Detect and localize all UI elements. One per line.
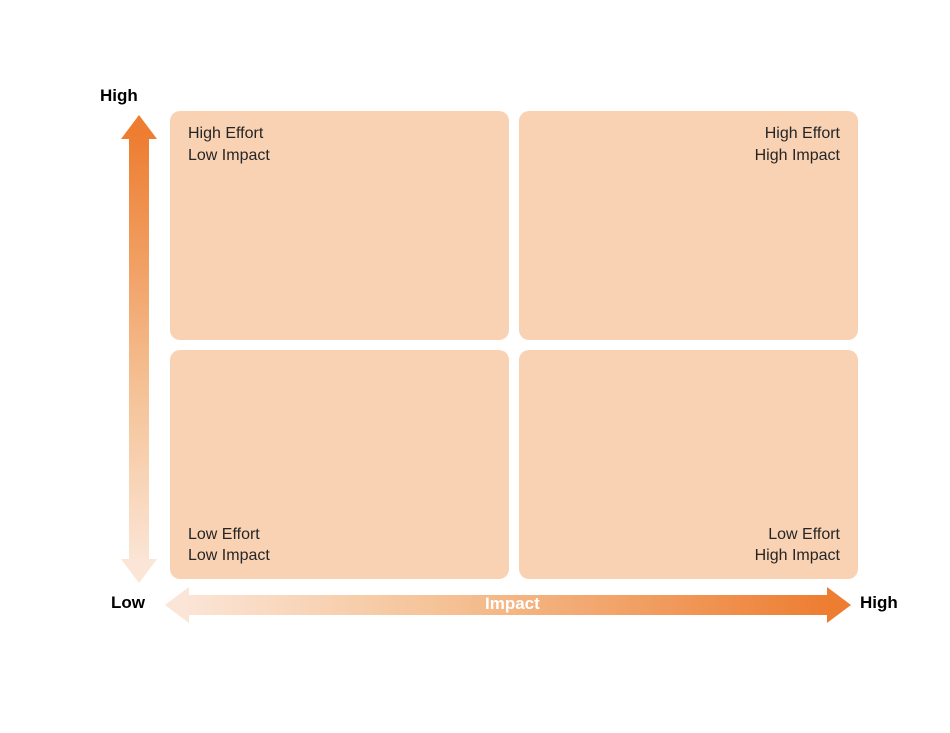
quad-line2: High Impact: [755, 147, 840, 164]
quadrant-label: High Effort High Impact: [755, 123, 840, 166]
x-axis-arrow: Impact: [165, 589, 851, 621]
quadrant-top-left: High Effort Low Impact: [170, 111, 509, 340]
quadrant-matrix: High Low High Effort Impact High Effort …: [105, 93, 895, 653]
quad-line2: Low Impact: [188, 147, 270, 164]
quadrant-bottom-left: Low Effort Low Impact: [170, 350, 509, 579]
arrow-right-icon: [827, 587, 851, 623]
y-axis-high-label: High: [100, 86, 138, 106]
quad-line1: High Effort: [188, 125, 263, 142]
quadrant-bottom-right: Low Effort High Impact: [519, 350, 858, 579]
y-axis-label: Effort: [110, 318, 130, 363]
y-axis-low-label: Low: [111, 593, 145, 613]
x-axis-label: Impact: [485, 594, 540, 614]
quadrant-top-right: High Effort High Impact: [519, 111, 858, 340]
arrow-down-icon: [121, 559, 157, 583]
y-axis-arrow: Effort: [123, 115, 155, 583]
quadrant-label: Low Effort Low Impact: [188, 524, 270, 567]
quad-line2: Low Impact: [188, 547, 270, 564]
quadrant-grid: High Effort Low Impact High Effort High …: [170, 111, 858, 579]
quad-line2: High Impact: [755, 547, 840, 564]
quad-line1: Low Effort: [768, 526, 840, 543]
quadrant-label: Low Effort High Impact: [755, 524, 840, 567]
x-axis-high-label: High: [860, 593, 898, 613]
quadrant-label: High Effort Low Impact: [188, 123, 270, 166]
y-arrow-body: [129, 135, 149, 563]
quad-line1: Low Effort: [188, 526, 260, 543]
quad-line1: High Effort: [765, 125, 840, 142]
